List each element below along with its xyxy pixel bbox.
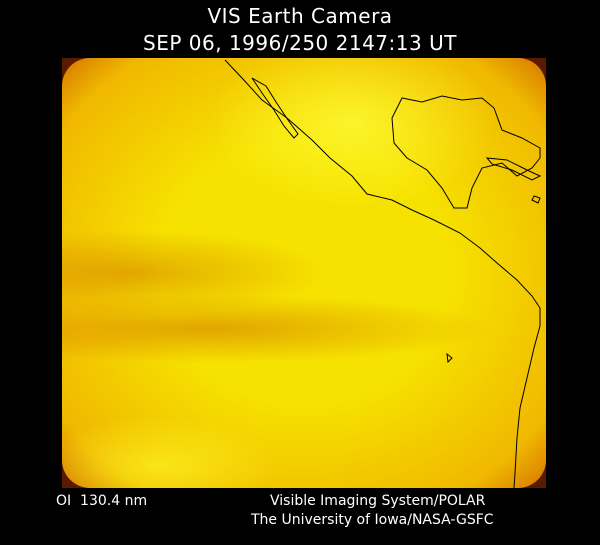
earth-camera-image bbox=[62, 58, 546, 488]
coastline-islands bbox=[446, 195, 541, 364]
coastline-cuba bbox=[485, 157, 542, 181]
image-title: VIS Earth Camera bbox=[207, 4, 393, 28]
coastline-americas-west bbox=[224, 59, 541, 488]
coastline-overlay bbox=[224, 59, 542, 488]
uv-emission-map bbox=[62, 58, 546, 488]
coastline-baja bbox=[251, 77, 299, 139]
instrument-label: Visible Imaging System/POLAR bbox=[270, 493, 486, 509]
wavelength-label: OI 130.4 nm bbox=[56, 493, 148, 509]
image-timestamp: SEP 06, 1996/250 2147:13 UT bbox=[143, 31, 457, 55]
institution-label: The University of Iowa/NASA-GSFC bbox=[251, 512, 494, 528]
coastline-gulf-of-mexico bbox=[391, 95, 541, 209]
